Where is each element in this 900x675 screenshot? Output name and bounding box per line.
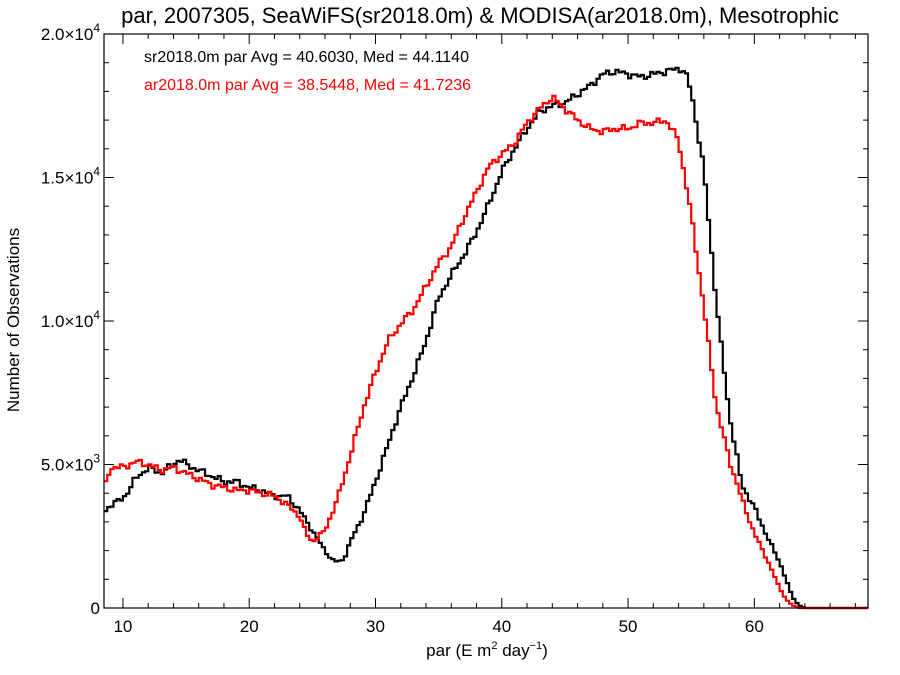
y-tick-label: 2.0×104 (41, 21, 100, 44)
x-tick-label: 30 (366, 617, 385, 636)
legend-entry-1: sr2018.0m par Avg = 40.6030, Med = 44.11… (144, 49, 469, 66)
y-tick-label: 5.0×103 (41, 452, 100, 475)
legend-entry-2: ar2018.0m par Avg = 38.5448, Med = 41.72… (144, 77, 471, 94)
x-tick-label: 50 (619, 617, 638, 636)
ticks-group: 10 20 30 40 50 60 0 5.0×103 1.0×104 1.5×104 2.0×10… (41, 21, 868, 636)
y-tick-label: 0 (91, 599, 100, 618)
y-tick-label: 1.5×104 (41, 165, 100, 188)
x-tick-label: 10 (113, 617, 132, 636)
x-axis-label: par (E m2 day−1) (426, 640, 548, 660)
series-group (104, 66, 868, 610)
y-tick-label: 1.0×104 (41, 308, 100, 331)
y-axis-label: Number of Observations (4, 228, 23, 412)
x-tick-label: 40 (492, 617, 511, 636)
series-line-2 (104, 94, 868, 610)
legend: sr2018.0m par Avg = 40.6030, Med = 44.11… (144, 49, 471, 94)
series-line-1 (104, 66, 868, 610)
x-tick-label: 60 (745, 617, 764, 636)
x-tick-label: 20 (240, 617, 259, 636)
chart-title: par, 2007305, SeaWiFS(sr2018.0m) & MODIS… (121, 3, 839, 28)
